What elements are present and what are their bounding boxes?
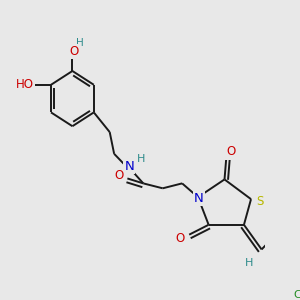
Text: H: H [245, 258, 254, 268]
Text: S: S [256, 195, 263, 208]
Text: O: O [226, 145, 235, 158]
Text: O: O [70, 45, 79, 58]
Text: N: N [194, 192, 204, 205]
Text: O: O [176, 232, 185, 245]
Text: HO: HO [16, 78, 34, 91]
Text: H: H [136, 154, 145, 164]
Text: N: N [124, 160, 134, 173]
Text: Cl: Cl [293, 290, 300, 300]
Text: H: H [76, 38, 83, 48]
Text: O: O [114, 169, 123, 182]
